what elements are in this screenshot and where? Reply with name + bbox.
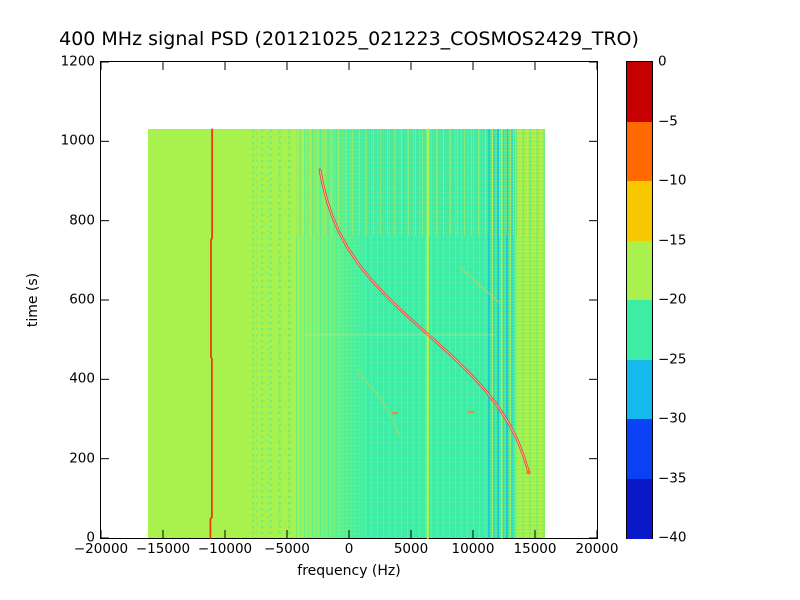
- y-axis-label: time (s): [25, 272, 41, 328]
- interference-dash-right: [467, 410, 474, 413]
- colorbar-segment: [627, 419, 652, 479]
- y-tick-label: 1000: [60, 132, 95, 149]
- x-tick-label: 0: [344, 541, 354, 557]
- x-tick-label: 10000: [451, 541, 495, 557]
- curve-end-hotspot: [526, 469, 531, 475]
- x-axis-label: frequency (Hz): [297, 563, 401, 579]
- x-tick-label: −20000: [73, 541, 129, 557]
- interference-dash-left: [391, 412, 398, 415]
- y-tick-label: 400: [69, 370, 95, 387]
- y-tick-label: 800: [69, 211, 95, 228]
- colorbar-segment: [627, 359, 652, 420]
- x-tick-label: 15000: [513, 541, 557, 557]
- local-oscillator-line: [209, 128, 213, 539]
- region-sparse-speckle: [250, 129, 296, 538]
- colorbar-tick-label: −25: [658, 350, 687, 367]
- colorbar-tick-label: −35: [658, 469, 687, 486]
- colorbar-tick-label: −20: [658, 291, 687, 308]
- x-tick-label: 5000: [393, 541, 429, 557]
- colorbar-tick-label: −30: [658, 410, 687, 427]
- chart-title: 400 MHz signal PSD (20121025_021223_COSM…: [59, 28, 639, 50]
- y-tick-label: 200: [69, 449, 95, 466]
- region-right-band: [515, 129, 545, 538]
- plot-overlay: [100, 61, 598, 539]
- doppler-s-curve: [318, 168, 530, 473]
- colorbar-tick-label: −15: [658, 231, 687, 248]
- y-tick-label: 600: [69, 291, 95, 308]
- x-tick-label: −5000: [264, 541, 310, 557]
- colorbar-segment: [627, 121, 652, 182]
- colorbar: [626, 61, 653, 539]
- doppler-s-curve-core: [319, 169, 529, 472]
- x-tick-label: −10000: [197, 541, 253, 557]
- colorbar-segment: [627, 240, 652, 301]
- region-top-speckle-band: [295, 129, 545, 237]
- colorbar-segment: [627, 478, 652, 539]
- doppler-echo-arc-lower: [356, 369, 401, 438]
- y-tick-label: 0: [86, 529, 95, 546]
- y-tick-label: 1200: [60, 53, 95, 70]
- colorbar-tick-label: 0: [658, 53, 667, 70]
- x-tick-label: −15000: [135, 541, 191, 557]
- colorbar-tick-label: −40: [658, 529, 687, 546]
- colorbar-segment: [627, 62, 652, 122]
- region-transition-speckle: [295, 129, 365, 538]
- colorbar-segment: [627, 300, 652, 360]
- x-tick-label: 20000: [575, 541, 619, 557]
- colorbar-tick-label: −5: [658, 112, 678, 129]
- colorbar-segment: [627, 181, 652, 241]
- doppler-echo-arc-upper: [459, 266, 501, 304]
- colorbar-tick-label: −10: [658, 172, 687, 189]
